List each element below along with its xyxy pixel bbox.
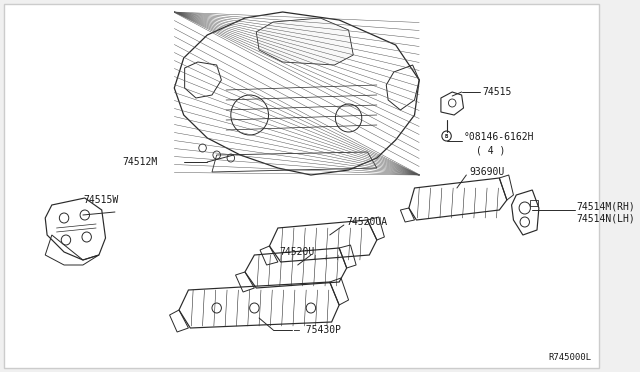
Polygon shape xyxy=(256,18,353,65)
Text: °08146-6162H: °08146-6162H xyxy=(463,132,534,142)
FancyBboxPatch shape xyxy=(4,4,599,368)
Text: 93690U: 93690U xyxy=(469,167,504,177)
Text: 74515W: 74515W xyxy=(83,195,118,205)
Text: 74515: 74515 xyxy=(483,87,512,97)
Text: 74520UA: 74520UA xyxy=(347,217,388,227)
Text: — 75430P: — 75430P xyxy=(294,325,341,335)
Text: B: B xyxy=(445,134,448,138)
Text: ( 4 ): ( 4 ) xyxy=(476,145,505,155)
Text: 74514M(RH): 74514M(RH) xyxy=(577,201,636,211)
Text: 74514N(LH): 74514N(LH) xyxy=(577,213,636,223)
Text: R745000L: R745000L xyxy=(548,353,591,362)
Text: 74520U: 74520U xyxy=(279,247,314,257)
Text: 74512M: 74512M xyxy=(122,157,157,167)
